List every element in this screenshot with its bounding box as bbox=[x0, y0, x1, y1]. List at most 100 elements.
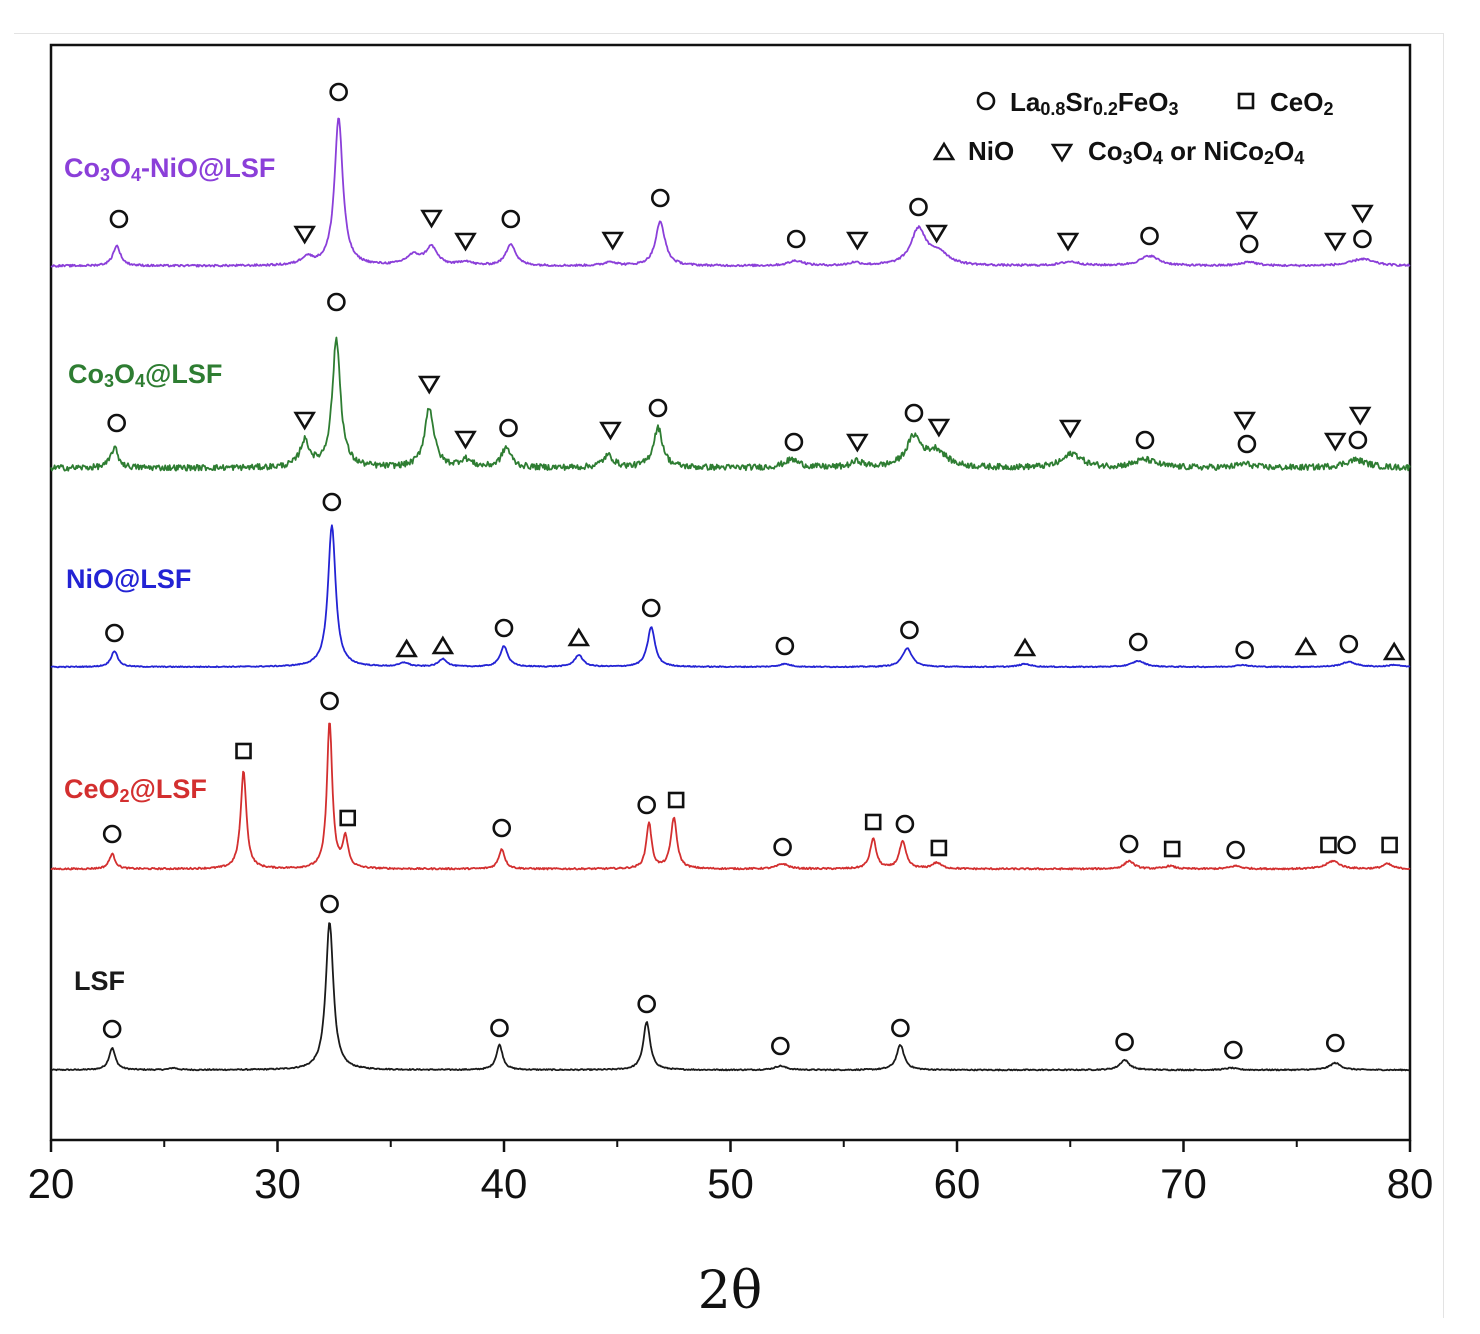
peak-marker-circle bbox=[1237, 434, 1257, 454]
peak-marker-square bbox=[1320, 836, 1337, 854]
legend-label-part: Sr bbox=[1065, 87, 1092, 117]
x-tick-label: 50 bbox=[707, 1160, 754, 1207]
legend-label-part: 2 bbox=[1264, 148, 1274, 168]
peak-marker-circle bbox=[107, 413, 126, 433]
peak-marker-circle bbox=[105, 623, 124, 643]
legend-label-part: 0.8 bbox=[1040, 99, 1065, 119]
peak-marker-triangle-down bbox=[417, 375, 441, 395]
spectrum-co3o4-nio-lsf bbox=[50, 117, 1411, 268]
legend-label: La0.8Sr0.2FeO3 bbox=[1010, 87, 1178, 119]
series-label-ceo2-lsf-part: @LSF bbox=[130, 774, 207, 804]
peak-marker-circle bbox=[1128, 632, 1148, 652]
peak-marker-triangle-up bbox=[431, 635, 455, 655]
series-label-co3o4-nio-lsf-part: Co bbox=[64, 153, 100, 183]
x-tick-label: 40 bbox=[481, 1160, 528, 1207]
legend-label-part: Co bbox=[1088, 136, 1123, 166]
peak-marker-circle bbox=[786, 229, 806, 249]
peak-markers bbox=[102, 82, 1406, 1060]
peak-marker-triangle-down bbox=[1235, 211, 1259, 231]
peak-marker-circle bbox=[773, 837, 792, 857]
peak-marker-circle bbox=[109, 209, 129, 229]
series-label-co3o4-lsf-part: @LSF bbox=[145, 359, 222, 389]
peak-marker-triangle-down bbox=[293, 411, 316, 431]
peak-marker-triangle-down bbox=[846, 433, 869, 453]
peak-marker-square bbox=[667, 791, 685, 809]
series-label-ceo2-lsf-part: 2 bbox=[120, 786, 130, 806]
peak-marker-triangle-down bbox=[601, 231, 625, 251]
peak-marker-square bbox=[930, 839, 948, 857]
peak-marker-circle bbox=[492, 818, 512, 838]
legend-item-co3o4-or-nico2o4: Co3O4 or NiCo2O4 bbox=[1050, 136, 1304, 168]
legend-label-part: or NiCo bbox=[1163, 136, 1264, 166]
series-label-co3o4-nio-lsf-part: 4 bbox=[131, 165, 141, 185]
peak-marker-circle bbox=[501, 209, 521, 229]
series-label-nio-lsf: NiO@LSF bbox=[66, 564, 191, 594]
legend-label: NiO bbox=[968, 136, 1014, 166]
peak-marker-circle bbox=[1337, 835, 1356, 855]
series-label-co3o4-lsf-part: 4 bbox=[135, 371, 145, 391]
peak-marker-circle bbox=[771, 1036, 790, 1056]
spectra bbox=[50, 117, 1411, 1072]
peak-marker-circle bbox=[775, 636, 795, 656]
peak-marker-circle bbox=[1226, 840, 1245, 860]
peak-marker-triangle-down bbox=[454, 232, 477, 252]
peak-marker-triangle-up bbox=[1382, 641, 1406, 661]
legend-label-part: O bbox=[1133, 136, 1153, 166]
peak-marker-triangle-down bbox=[1323, 432, 1347, 452]
legend-triangle-up-icon bbox=[932, 141, 956, 161]
peak-marker-square bbox=[1163, 840, 1181, 858]
series-label-lsf: LSF bbox=[74, 966, 125, 996]
legend-item-nio: NiO bbox=[932, 136, 1014, 166]
spectrum-ceo2-lsf bbox=[50, 722, 1411, 871]
peak-marker-triangle-up bbox=[567, 627, 591, 647]
legend-label: Co3O4 or NiCo2O4 bbox=[1088, 136, 1304, 168]
legend-label-part: NiO bbox=[968, 136, 1014, 166]
peak-marker-square bbox=[864, 813, 882, 831]
spectrum-co3o4-lsf bbox=[50, 336, 1411, 472]
peak-marker-circle bbox=[909, 197, 928, 217]
peak-marker-circle bbox=[1235, 640, 1254, 660]
peak-marker-circle bbox=[900, 620, 919, 640]
legend-square-icon bbox=[1237, 92, 1255, 110]
peak-marker-triangle-up bbox=[395, 638, 418, 658]
legend-label-part: O bbox=[1274, 136, 1294, 166]
figure-frame bbox=[14, 33, 1444, 1318]
peak-marker-circle bbox=[494, 618, 514, 638]
peak-marker-circle bbox=[327, 292, 346, 312]
axes: 20 30 40 50 60 70 80 bbox=[28, 43, 1433, 1207]
series-label-co3o4-lsf-part: Co bbox=[68, 359, 104, 389]
legend-triangle-down-icon bbox=[1050, 143, 1074, 163]
series-label-lsf-part: LSF bbox=[74, 966, 125, 996]
series-label-ceo2-lsf-part: CeO bbox=[64, 774, 120, 804]
peak-marker-triangle-down bbox=[1058, 419, 1082, 439]
peak-marker-circle bbox=[637, 795, 656, 815]
peak-marker-circle bbox=[1353, 229, 1372, 249]
legend-label-part: La bbox=[1010, 87, 1041, 117]
peak-marker-circle bbox=[637, 994, 656, 1014]
peak-marker-square bbox=[235, 742, 252, 760]
peak-marker-circle bbox=[102, 1019, 122, 1039]
peak-marker-circle bbox=[1348, 430, 1368, 450]
peak-marker-triangle-up bbox=[1294, 636, 1318, 656]
peak-marker-triangle-down bbox=[846, 231, 869, 251]
peak-marker-circle bbox=[1135, 430, 1155, 450]
peak-marker-circle bbox=[1119, 834, 1139, 854]
peak-marker-triangle-down bbox=[1323, 232, 1347, 252]
legend-label-part: 3 bbox=[1123, 148, 1133, 168]
x-tick-label: 70 bbox=[1160, 1160, 1207, 1207]
peak-marker-circle bbox=[1224, 1040, 1243, 1060]
peak-marker-circle bbox=[490, 1018, 509, 1038]
series-label-co3o4-nio-lsf-part: -NiO@LSF bbox=[141, 153, 275, 183]
series-label-ceo2-lsf: CeO2@LSF bbox=[64, 774, 207, 806]
x-tick-label: 60 bbox=[934, 1160, 981, 1207]
series-label-co3o4-lsf-part: O bbox=[114, 359, 135, 389]
x-tick-label: 30 bbox=[254, 1160, 301, 1207]
legend-circle-icon bbox=[976, 91, 996, 111]
spectrum-lsf bbox=[50, 922, 1410, 1072]
legend-label-part: FeO bbox=[1118, 87, 1169, 117]
peak-marker-circle bbox=[320, 894, 339, 914]
peak-marker-square bbox=[1381, 836, 1398, 854]
peak-marker-triangle-down bbox=[1348, 406, 1372, 426]
series-label-co3o4-nio-lsf-part: O bbox=[110, 153, 131, 183]
